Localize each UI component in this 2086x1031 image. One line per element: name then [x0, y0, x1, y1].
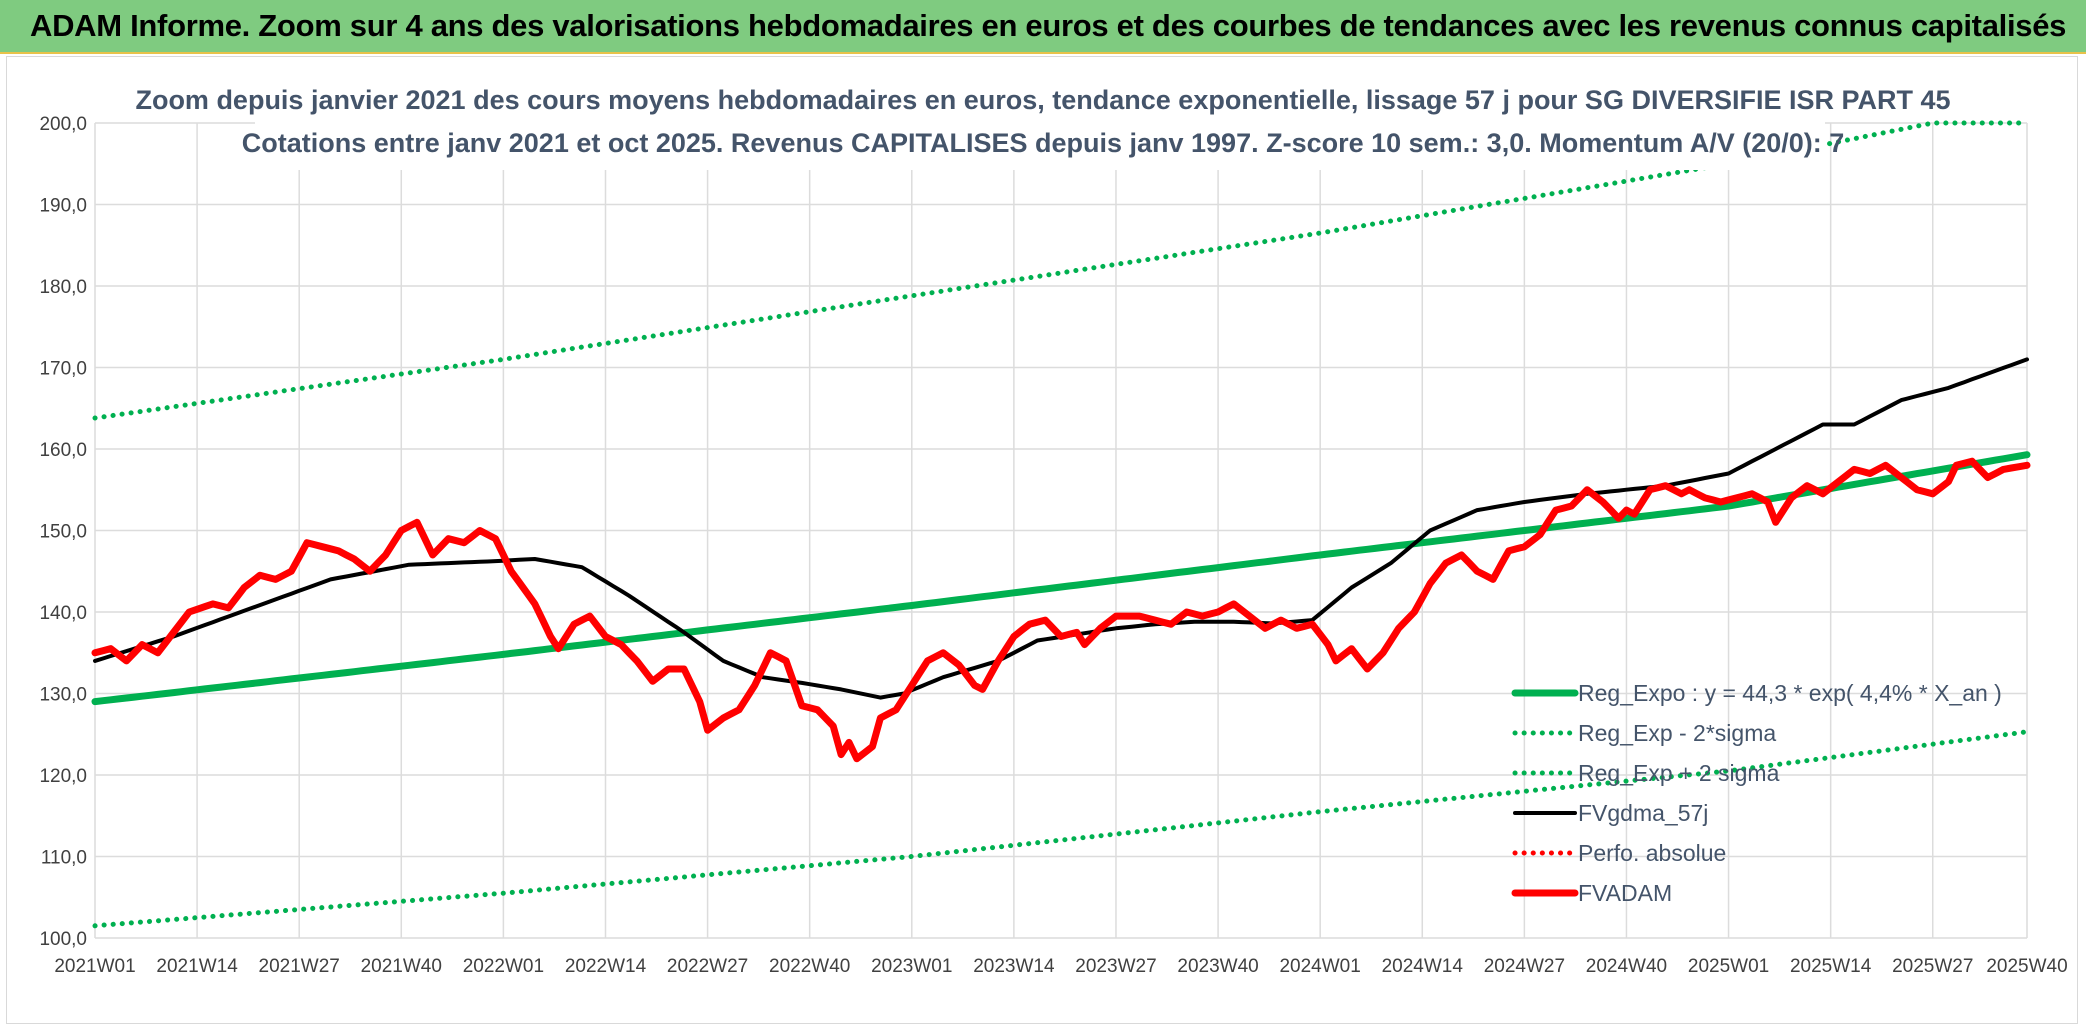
x-tick-label: 2025W40	[1986, 956, 2067, 977]
x-tick-label: 2021W14	[156, 956, 238, 977]
x-tick-label: 2022W14	[565, 956, 647, 977]
y-tick-label: 180,0	[39, 277, 87, 298]
x-tick-label: 2025W14	[1790, 956, 1872, 977]
y-tick-label: 150,0	[39, 522, 87, 543]
x-tick-label: 2022W40	[769, 956, 850, 977]
x-tick-label: 2021W01	[54, 956, 135, 977]
legend-label: Reg_Expo : y = 44,3 * exp( 4,4% * X_an )	[1578, 680, 2002, 706]
x-tick-label: 2024W14	[1382, 956, 1464, 977]
series-line-1	[91, 451, 2031, 706]
y-tick-label: 130,0	[39, 685, 87, 706]
x-tick-label: 2022W01	[463, 956, 544, 977]
report-title: ADAM Informe. Zoom sur 4 ans des valoris…	[30, 8, 2067, 43]
y-tick-label: 140,0	[39, 603, 87, 624]
legend-label: Reg_Exp + 2 sigma	[1578, 760, 1780, 786]
y-tick-label: 190,0	[39, 196, 87, 217]
x-tick-label: 2024W40	[1586, 956, 1667, 977]
x-tick-label: 2024W01	[1279, 956, 1360, 977]
chart-frame	[6, 56, 2078, 1024]
header-banner: ADAM Informe. Zoom sur 4 ans des valoris…	[0, 0, 2086, 54]
y-tick-label: 110,0	[41, 848, 87, 869]
x-tick-label: 2023W14	[973, 956, 1055, 977]
chart-title: Zoom depuis janvier 2021 des cours moyen…	[135, 85, 1950, 115]
x-tick-label: 2021W40	[361, 956, 442, 977]
y-tick-label: 200,0	[39, 114, 87, 135]
x-tick-label: 2021W27	[259, 956, 340, 977]
title-background	[255, 80, 1825, 170]
legend-label: Reg_Exp - 2*sigma	[1578, 720, 1776, 746]
x-tick-label: 2024W27	[1484, 956, 1565, 977]
x-tick-label: 2025W27	[1892, 956, 1973, 977]
legend-label: FVgdma_57j	[1578, 800, 1708, 826]
x-tick-label: 2023W40	[1177, 956, 1258, 977]
x-tick-label: 2023W01	[871, 956, 952, 977]
y-tick-label: 160,0	[39, 440, 87, 461]
y-tick-label: 120,0	[39, 766, 87, 787]
y-tick-label: 100,0	[39, 929, 87, 950]
chart-subtitle: Cotations entre janv 2021 et oct 2025. R…	[242, 128, 1845, 158]
x-tick-label: 2022W27	[667, 956, 748, 977]
series-line-2	[92, 729, 2030, 929]
legend-label: Perfo. absolue	[1578, 840, 1726, 866]
legend-label: FVADAM	[1578, 880, 1672, 906]
x-tick-label: 2025W01	[1688, 956, 1769, 977]
y-tick-label: 170,0	[39, 359, 87, 380]
series-line-4	[93, 357, 2029, 700]
series-line-6	[91, 457, 2031, 763]
x-tick-label: 2023W27	[1075, 956, 1156, 977]
